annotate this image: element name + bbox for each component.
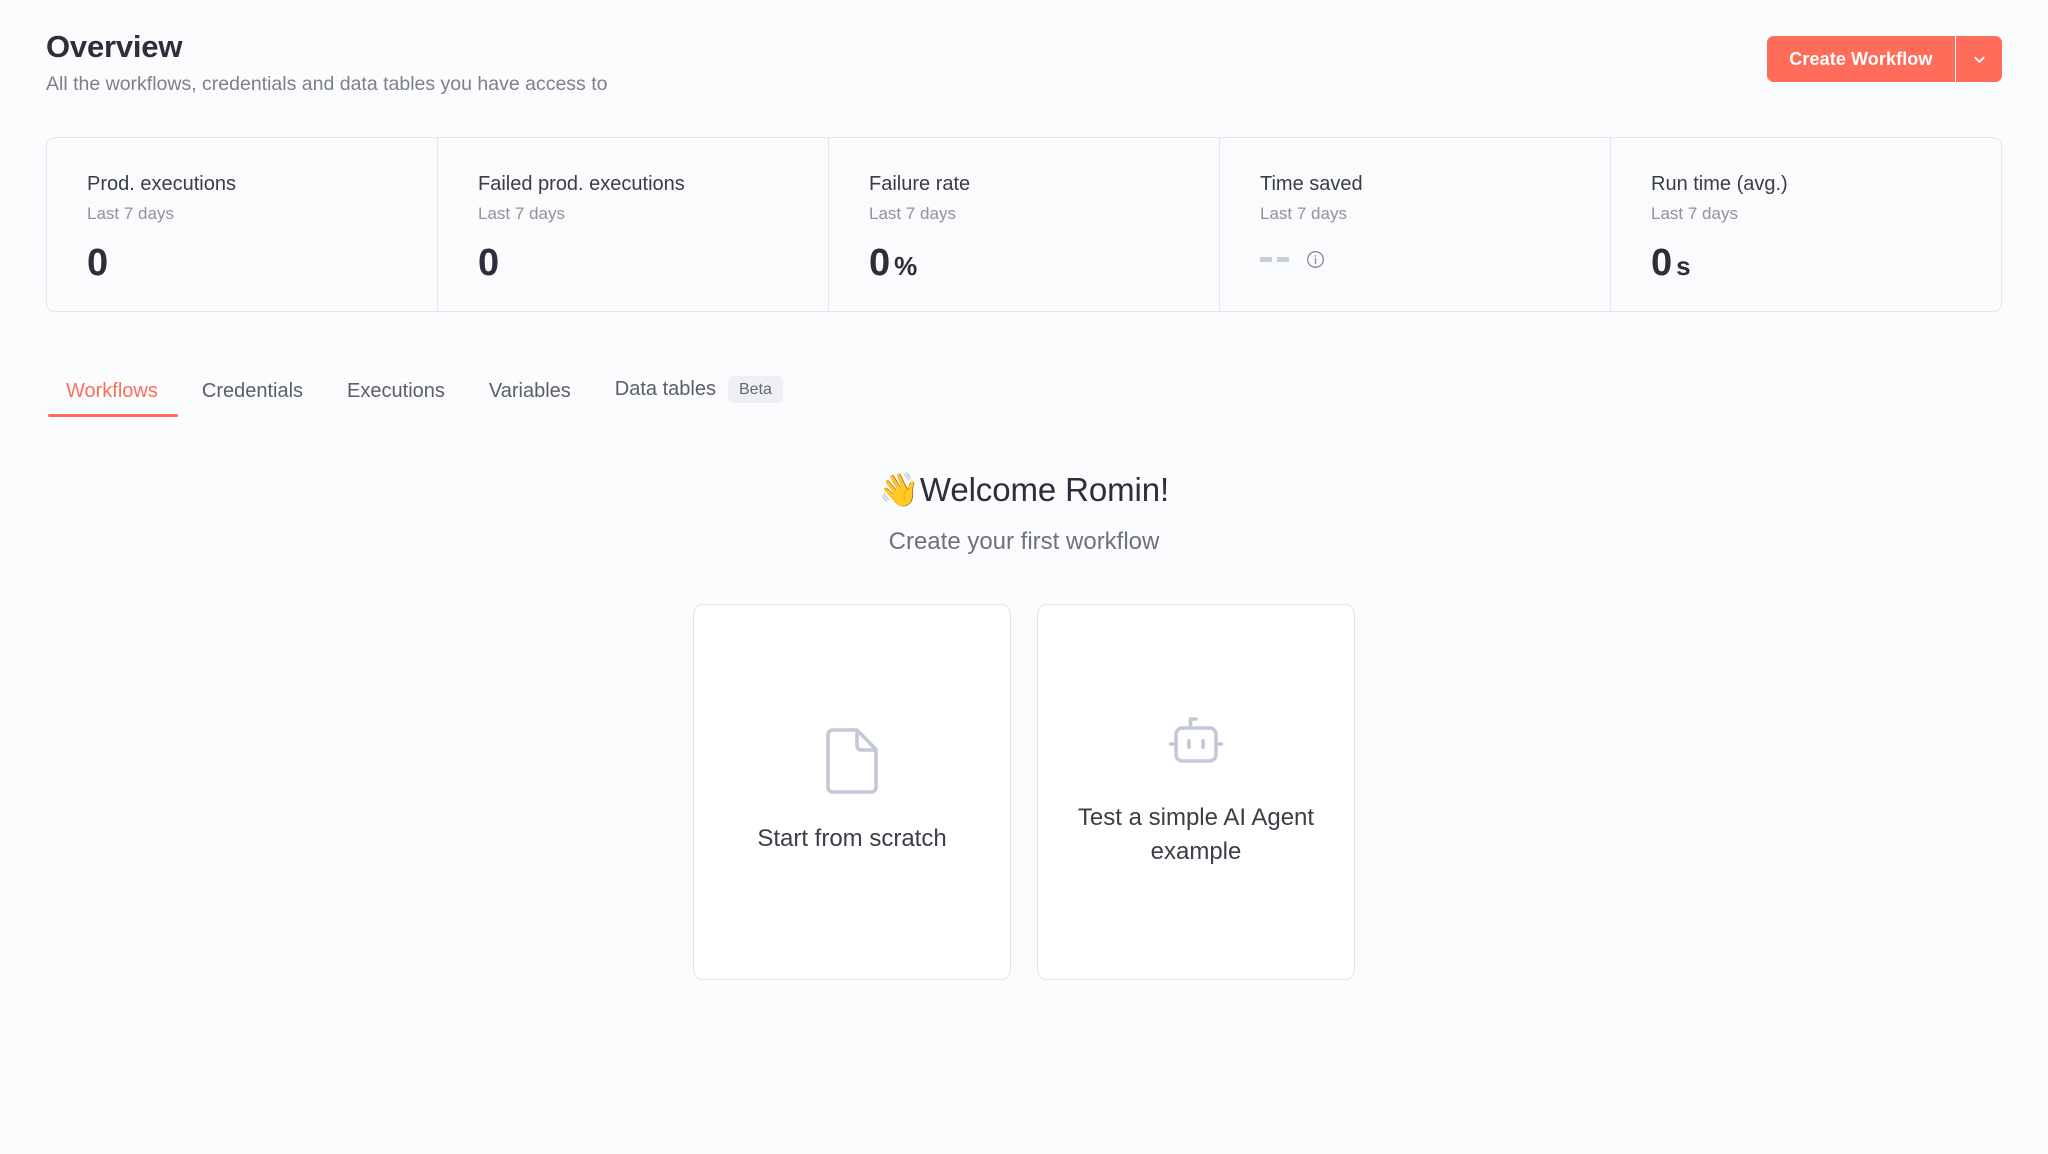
create-workflow-button[interactable]: Create Workflow bbox=[1767, 36, 1955, 82]
stat-number: 0 bbox=[478, 241, 500, 284]
action-card-label: Start from scratch bbox=[757, 824, 947, 852]
stat-period: Last 7 days bbox=[87, 204, 174, 224]
button-divider bbox=[1954, 36, 1956, 82]
create-workflow-button-group[interactable]: Create Workflow bbox=[1767, 36, 2002, 82]
stats-summary-row: Prod. executions Last 7 days 0 Failed pr… bbox=[46, 137, 2002, 313]
stat-period: Last 7 days bbox=[1260, 204, 1347, 224]
file-document-icon bbox=[826, 728, 878, 794]
welcome-section: 👋Welcome Romin! Create your first workfl… bbox=[46, 470, 2002, 556]
tab-executions[interactable]: Executions bbox=[325, 380, 467, 417]
start-from-scratch-card[interactable]: Start from scratch bbox=[693, 603, 1011, 980]
stat-value: 0 % bbox=[869, 244, 1219, 282]
stat-label: Prod. executions bbox=[87, 173, 236, 196]
empty-value-placeholder bbox=[1260, 256, 1289, 262]
page-header: Overview All the workflows, credentials … bbox=[46, 0, 2002, 96]
chevron-down-icon bbox=[1973, 56, 1985, 63]
tab-label: Data tables bbox=[614, 378, 716, 401]
stat-card-failure-rate: Failure rate Last 7 days 0 % bbox=[829, 138, 1220, 312]
stat-number: 0 bbox=[1651, 241, 1673, 284]
stat-unit: s bbox=[1676, 250, 1691, 281]
stat-value: 0 bbox=[87, 244, 437, 282]
stat-label: Failed prod. executions bbox=[478, 173, 685, 196]
header-text-group: Overview All the workflows, credentials … bbox=[46, 29, 608, 96]
stat-card-time-saved: Time saved Last 7 days bbox=[1220, 138, 1611, 312]
create-workflow-dropdown-button[interactable] bbox=[1956, 36, 2002, 82]
stat-period: Last 7 days bbox=[869, 204, 956, 224]
page-title: Overview bbox=[46, 29, 183, 64]
stat-card-run-time-avg: Run time (avg.) Last 7 days 0 s bbox=[1611, 138, 2001, 311]
stat-period: Last 7 days bbox=[1651, 204, 1738, 224]
stat-unit: % bbox=[894, 250, 918, 281]
stat-label: Time saved bbox=[1260, 173, 1363, 196]
stat-card-failed-prod-executions: Failed prod. executions Last 7 days 0 bbox=[438, 138, 829, 312]
stat-label: Failure rate bbox=[869, 173, 971, 196]
stat-card-prod-executions: Prod. executions Last 7 days 0 bbox=[47, 138, 438, 312]
stat-label: Run time (avg.) bbox=[1651, 173, 1788, 196]
content-tabs: Workflows Credentials Executions Variabl… bbox=[46, 369, 2002, 418]
page-subtitle: All the workflows, credentials and data … bbox=[46, 73, 608, 96]
stat-period: Last 7 days bbox=[478, 204, 565, 224]
stat-number: 0 bbox=[869, 241, 891, 284]
waving-hand-icon: 👋 bbox=[878, 471, 920, 509]
tab-data-tables[interactable]: Data tables Beta bbox=[593, 376, 805, 417]
action-card-label: Test a simple AI Agent example bbox=[1077, 803, 1315, 865]
tab-label: Workflows bbox=[66, 380, 158, 403]
welcome-title-text: Welcome Romin! bbox=[919, 471, 1170, 509]
action-cards-row: Start from scratch Test a simple AI Agen… bbox=[46, 603, 2002, 980]
welcome-title: 👋Welcome Romin! bbox=[46, 470, 2002, 510]
stat-value: 0 s bbox=[1651, 244, 2001, 282]
tab-variables[interactable]: Variables bbox=[467, 380, 593, 417]
beta-badge: Beta bbox=[727, 376, 783, 404]
stat-value-empty bbox=[1260, 249, 1610, 270]
tab-workflows[interactable]: Workflows bbox=[46, 380, 180, 418]
welcome-subtitle: Create your first workflow bbox=[888, 528, 1160, 556]
tab-credentials[interactable]: Credentials bbox=[180, 380, 325, 417]
stat-number: 0 bbox=[87, 241, 109, 284]
info-circle-icon[interactable] bbox=[1305, 249, 1326, 270]
stat-value: 0 bbox=[478, 244, 828, 282]
tab-label: Credentials bbox=[201, 380, 304, 403]
tab-label: Variables bbox=[488, 380, 571, 403]
robot-icon bbox=[1168, 716, 1224, 763]
ai-agent-example-card[interactable]: Test a simple AI Agent example bbox=[1037, 603, 1355, 980]
tab-label: Executions bbox=[347, 380, 445, 403]
